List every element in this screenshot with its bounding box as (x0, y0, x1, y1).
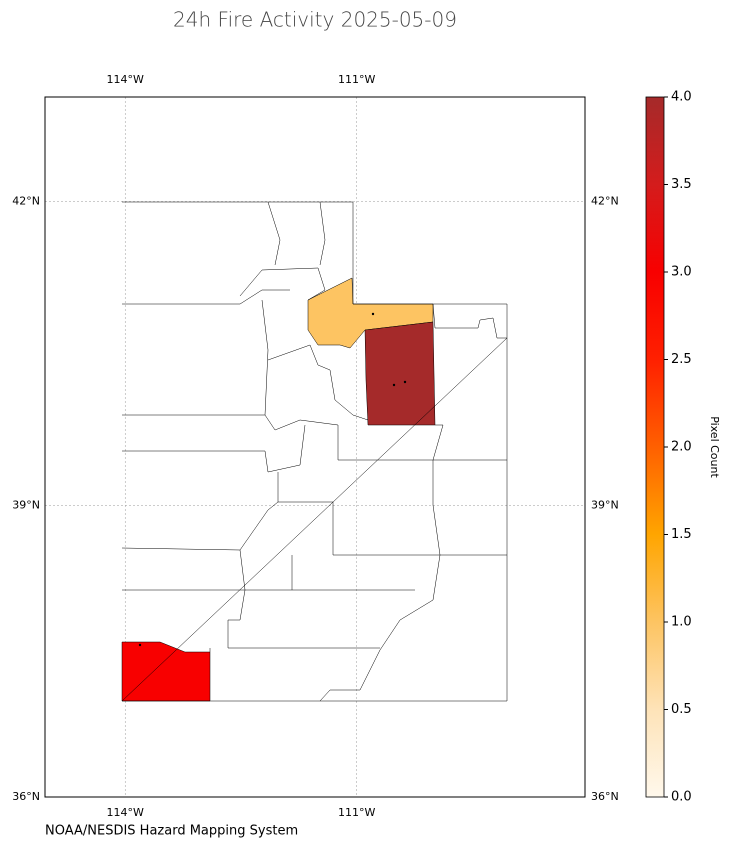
colorbar-tick-label: 1.5 (671, 527, 692, 542)
colorbar-tick-label: 4.0 (671, 90, 692, 105)
colorbar-tick-label: 2.0 (671, 440, 692, 455)
colorbar-tick-label: 0.5 (671, 702, 692, 717)
fire-detections (138, 312, 407, 647)
title: 24h Fire Activity 2025-05-09 (173, 8, 457, 32)
y-tick-label: 42°N (591, 195, 619, 208)
x-tick-label: 114°W (107, 806, 144, 819)
x-tick-label: 111°W (338, 806, 375, 819)
x-tick-label: 111°W (338, 73, 375, 86)
y-tick-label: 36°N (12, 790, 40, 803)
colorbar-tick-label: 0.0 (671, 790, 692, 805)
credit: NOAA/NESDIS Hazard Mapping System (45, 824, 298, 839)
map-frame (44, 96, 586, 798)
colorbar-tick-label: 2.5 (671, 352, 692, 367)
county-outlines (121, 201, 508, 702)
detection (392, 383, 396, 387)
county-fill (121, 641, 211, 702)
x-tick-label: 114°W (107, 73, 144, 86)
detection (138, 643, 142, 647)
state-outline (121, 201, 508, 702)
county-fill (364, 321, 436, 426)
detection (371, 312, 375, 316)
y-tick-label: 39°N (591, 499, 619, 512)
y-tick-label: 36°N (591, 790, 619, 803)
colorbar-tick-label: 1.0 (671, 615, 692, 630)
colorbar-tick-label: 3.0 (671, 265, 692, 280)
county-lines (121, 201, 507, 702)
y-tick-label: 42°N (12, 195, 40, 208)
colorbar (645, 96, 665, 798)
colorbar-tick-label: 3.5 (671, 177, 692, 192)
colorbar-label: Pixel Count (708, 416, 721, 478)
detection (403, 380, 407, 384)
y-tick-label: 39°N (12, 499, 40, 512)
